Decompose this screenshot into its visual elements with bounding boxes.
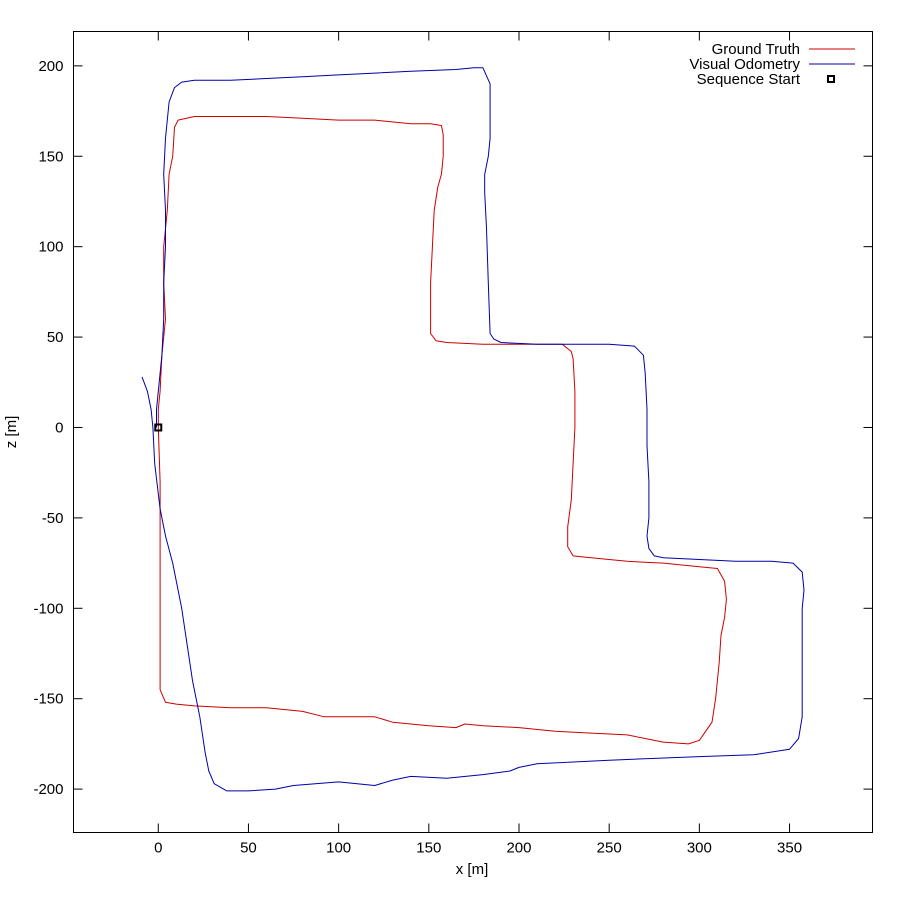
y-axis-title: z [m] bbox=[3, 416, 20, 449]
series-line-ground-truth bbox=[157, 116, 727, 745]
y-tick-label: -50 bbox=[42, 510, 64, 527]
series-line-visual-odometry bbox=[141, 67, 805, 792]
markers bbox=[154, 423, 163, 432]
x-tick-label: 300 bbox=[687, 840, 712, 857]
y-tick-label: 100 bbox=[38, 239, 63, 256]
y-tick-label: -100 bbox=[33, 600, 63, 617]
legend-label-sequence-start: Sequence Start bbox=[697, 71, 801, 88]
legend-label-visual-odometry: Visual Odometry bbox=[689, 56, 800, 73]
legend-label-ground-truth: Ground Truth bbox=[712, 41, 800, 58]
plot-frame bbox=[73, 31, 873, 833]
y-tick-label: 150 bbox=[38, 148, 63, 165]
axis-ticks: 0 50 100 150 200 250 300 350 200 150 100 50 0 -50 -100… bbox=[33, 31, 873, 857]
x-tick-label: 150 bbox=[416, 840, 441, 857]
x-tick-label: 0 bbox=[154, 840, 162, 857]
legend-swatch-sequence-start bbox=[827, 75, 835, 83]
x-axis-title: x [m] bbox=[456, 861, 489, 878]
y-tick-label: -200 bbox=[33, 781, 63, 798]
x-tick-label: 250 bbox=[597, 840, 622, 857]
sequence-start-marker bbox=[154, 423, 163, 432]
y-tick-label: -150 bbox=[33, 691, 63, 708]
series-lines bbox=[141, 67, 805, 792]
y-tick-label: 0 bbox=[55, 419, 63, 436]
x-tick-label: 100 bbox=[326, 840, 351, 857]
x-tick-label: 350 bbox=[777, 840, 802, 857]
y-tick-label: 200 bbox=[38, 58, 63, 75]
legend: Ground Truth Visual Odometry Sequence St… bbox=[689, 41, 855, 88]
y-tick-label: 50 bbox=[47, 329, 64, 346]
x-tick-label: 50 bbox=[240, 840, 257, 857]
x-tick-label: 200 bbox=[506, 840, 531, 857]
